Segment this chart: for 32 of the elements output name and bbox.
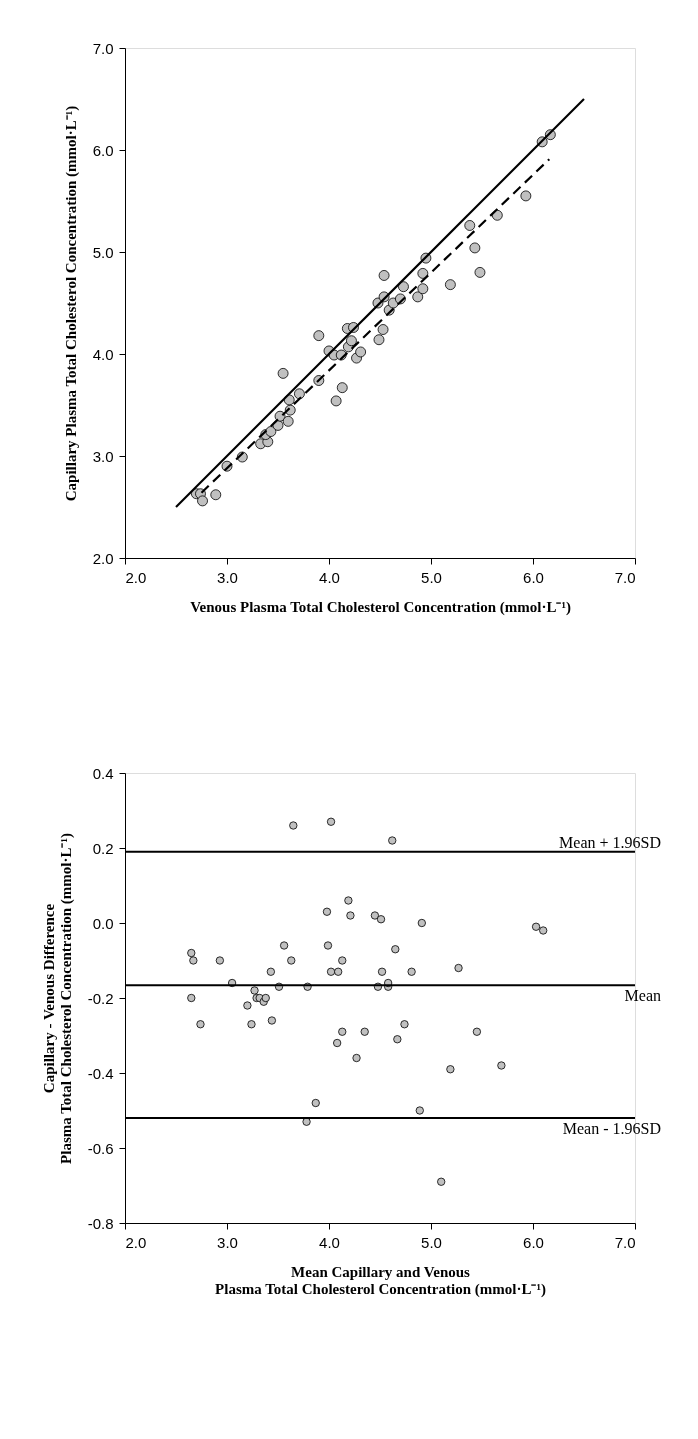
- x-tick-label: 6.0: [523, 1233, 544, 1251]
- y-tick-label: 3.0: [92, 447, 114, 465]
- y-tick-label: 6.0: [92, 141, 114, 159]
- ref-line-label: Mean + 1.96SD: [559, 833, 661, 851]
- y-tick-label: -0.2: [87, 989, 114, 1007]
- ref-line-label: Mean: [624, 987, 661, 1005]
- y-tick-label: 0.2: [92, 839, 114, 857]
- x-tick-label: 4.0: [319, 1233, 340, 1251]
- ref-line-label: Mean - 1.96SD: [562, 1120, 661, 1137]
- x-tick-label: 7.0: [614, 568, 636, 586]
- y-axis-title: Capillary Plasma Total Cholesterol Concentration (mmol·L⁻¹): [62, 105, 80, 502]
- x-tick-label: 5.0: [421, 568, 442, 586]
- x-tick-label: 3.0: [217, 568, 238, 586]
- x-tick-label: 2.0: [125, 568, 147, 586]
- y-tick-label: 2.0: [92, 549, 114, 567]
- y-axis-title: Capillary - Venous Difference Plasma Total Cholesterol Concentration (mmol·L⁻¹): [40, 833, 75, 1164]
- y-tick-label: 0.0: [92, 914, 114, 932]
- x-axis-title: Mean Capillary and Venous Plasma Total Cholesterol Concentration (mmol·L⁻¹): [215, 1263, 546, 1298]
- y-tick-label: -0.4: [87, 1064, 114, 1082]
- x-tick-label: 5.0: [421, 1233, 442, 1251]
- y-tick-label: 0.4: [92, 764, 114, 782]
- x-tick-label: 6.0: [523, 568, 544, 586]
- x-axis-title: Venous Plasma Total Cholesterol Concentration (mmol·L⁻¹): [190, 598, 571, 616]
- y-tick-label: -0.8: [87, 1214, 114, 1232]
- y-tick-label: -0.6: [87, 1139, 114, 1157]
- y-tick-label: 7.0: [92, 39, 114, 57]
- x-tick-label: 2.0: [125, 1233, 147, 1251]
- x-tick-label: 3.0: [217, 1233, 238, 1251]
- y-tick-label: 5.0: [92, 243, 114, 261]
- x-tick-label: 7.0: [614, 1233, 636, 1251]
- y-tick-label: 4.0: [92, 345, 114, 363]
- x-tick-label: 4.0: [319, 568, 340, 586]
